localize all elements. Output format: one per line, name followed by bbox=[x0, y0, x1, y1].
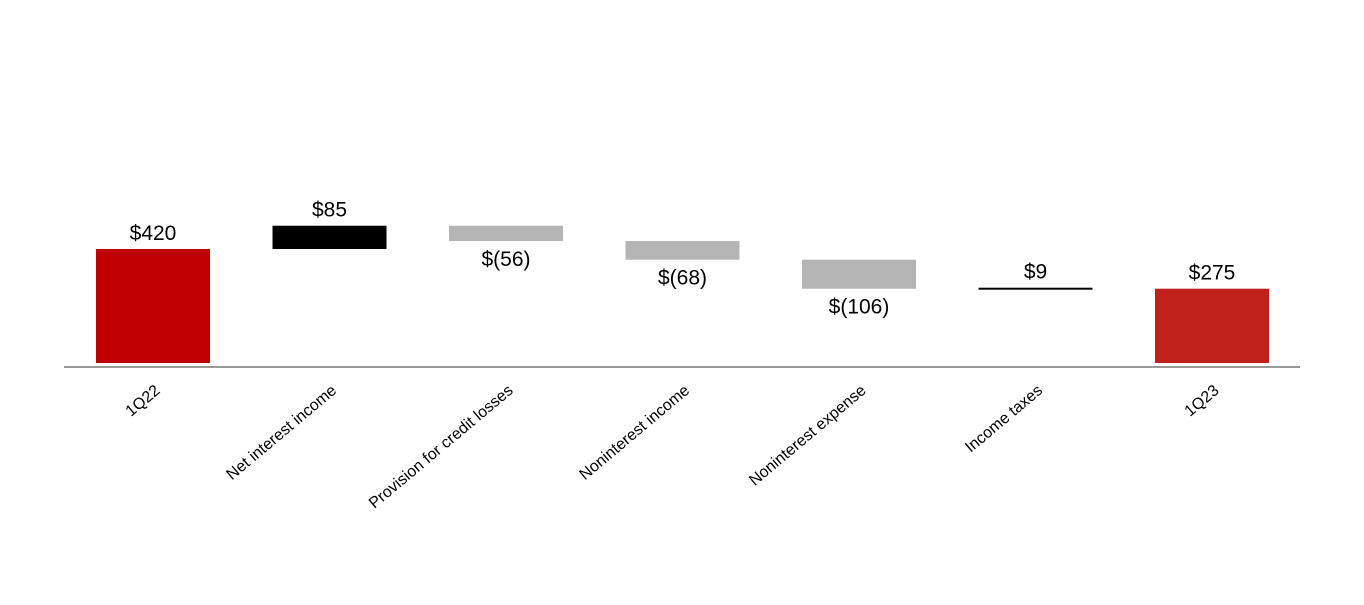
data-label-0: $420 bbox=[130, 222, 177, 245]
data-label-5: $9 bbox=[1024, 261, 1047, 284]
x-tick-label-3: Noninterest income bbox=[577, 382, 694, 484]
x-tick-label-6: 1Q23 bbox=[1182, 382, 1223, 420]
bar-4 bbox=[802, 259, 916, 289]
bar-5 bbox=[978, 287, 1093, 290]
bar-1 bbox=[272, 225, 387, 250]
data-label-3: $(68) bbox=[658, 267, 707, 290]
data-label-6: $275 bbox=[1189, 262, 1236, 285]
x-tick-label-5: Income taxes bbox=[962, 382, 1046, 456]
x-tick-label-4: Noninterest expense bbox=[746, 382, 869, 489]
data-label-1: $85 bbox=[312, 199, 347, 222]
bar-6 bbox=[1155, 288, 1269, 363]
x-tick-label-2: Provision for credit losses bbox=[366, 382, 517, 512]
data-label-4: $(106) bbox=[829, 296, 890, 319]
x-tick-label-1: Net interest income bbox=[224, 382, 341, 484]
bar-3 bbox=[625, 241, 740, 260]
x-tick-label-0: 1Q22 bbox=[123, 382, 164, 420]
bar-2 bbox=[449, 225, 563, 242]
data-label-2: $(56) bbox=[481, 248, 530, 271]
bar-0 bbox=[96, 249, 210, 363]
